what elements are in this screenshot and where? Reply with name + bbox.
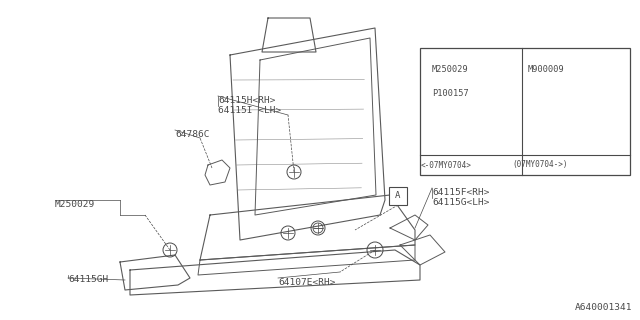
- Text: <-07MY0704>: <-07MY0704>: [420, 161, 472, 170]
- Text: 64115GH: 64115GH: [68, 275, 108, 284]
- Text: 64107E<RH>: 64107E<RH>: [278, 278, 335, 287]
- Text: M900009: M900009: [528, 66, 564, 75]
- Text: 64786C: 64786C: [175, 130, 209, 139]
- Bar: [487, 120, 503, 136]
- Bar: [389, 187, 407, 205]
- Text: 64115F<RH>: 64115F<RH>: [432, 188, 490, 197]
- Text: M250029: M250029: [55, 200, 95, 209]
- Text: 64115I <LH>: 64115I <LH>: [218, 106, 281, 115]
- Bar: [596, 120, 612, 136]
- Text: (07MY0704->): (07MY0704->): [512, 161, 568, 170]
- Text: M250029: M250029: [432, 66, 468, 75]
- Text: A640001341: A640001341: [575, 303, 632, 312]
- Text: P100157: P100157: [432, 89, 468, 98]
- Text: A: A: [492, 124, 498, 132]
- Text: A: A: [602, 124, 607, 132]
- Text: A: A: [396, 191, 401, 201]
- Text: 64115G<LH>: 64115G<LH>: [432, 198, 490, 207]
- Text: 64115H<RH>: 64115H<RH>: [218, 96, 275, 105]
- Bar: [420, 48, 630, 175]
